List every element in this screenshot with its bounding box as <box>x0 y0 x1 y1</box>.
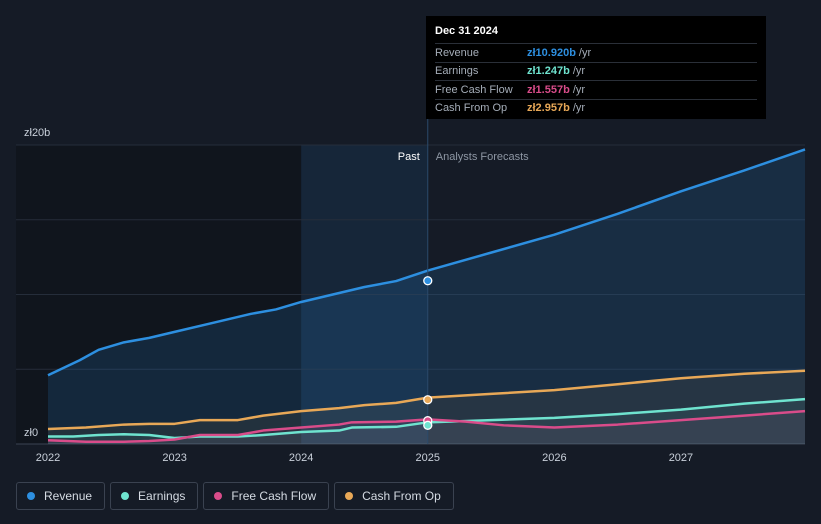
y-axis-bottom-label: zł0 <box>24 427 38 439</box>
x-tick-label: 2027 <box>669 452 693 464</box>
tooltip-label: Earnings <box>435 65 479 78</box>
tooltip-row-free-cash-flow: Free Cash Flow zł1.557b /yr <box>435 80 757 99</box>
marker-revenue <box>423 276 433 286</box>
x-tick-label: 2022 <box>36 452 60 464</box>
forecast-label: Analysts Forecasts <box>436 151 529 163</box>
tooltip-label: Revenue <box>435 46 480 59</box>
tooltip-label: Free Cash Flow <box>435 83 513 96</box>
y-axis-top-label: zł20b <box>24 127 50 139</box>
legend: Revenue Earnings Free Cash Flow Cash Fro… <box>16 482 459 510</box>
area-earnings <box>48 399 805 444</box>
tooltip-label: Cash From Op <box>435 102 508 115</box>
x-tick-label: 2026 <box>542 452 566 464</box>
tooltip: Dec 31 2024 Revenue zł10.920b /yr Earnin… <box>426 16 766 119</box>
marker-earnings <box>423 420 433 430</box>
area-revenue <box>48 149 805 445</box>
legend-item-cash-from-op[interactable]: Cash From Op <box>334 482 454 510</box>
series-markers[interactable] <box>423 276 433 430</box>
legend-dot-icon <box>214 492 223 500</box>
legend-dot-icon <box>27 492 35 500</box>
legend-label: Earnings <box>138 489 186 503</box>
legend-item-free-cash-flow[interactable]: Free Cash Flow <box>203 482 330 510</box>
legend-label: Cash From Op <box>362 489 441 503</box>
line-earnings <box>48 397 806 440</box>
tooltip-value: zł1.247b <box>527 65 570 78</box>
x-tick-label: 2024 <box>289 452 313 464</box>
legend-item-revenue[interactable]: Revenue <box>16 482 106 510</box>
tooltip-value: zł2.957b <box>527 102 570 115</box>
legend-dot-icon <box>345 492 354 500</box>
tooltip-row-earnings: Earnings zł1.247b /yr <box>435 61 757 81</box>
line-free-cash-flow <box>47 409 806 444</box>
past-label: Past <box>398 151 420 163</box>
tooltip-row-cash-from-op: Cash From Op zł2.957b /yr <box>435 98 757 118</box>
marker-cash-from-op <box>423 395 433 405</box>
tooltip-value: zł1.557b <box>527 83 570 96</box>
line-revenue <box>47 148 806 377</box>
gridlines <box>16 144 805 445</box>
line-cash-from-op <box>47 369 806 431</box>
tooltip-unit: /yr <box>572 102 586 115</box>
tooltip-row-revenue: Revenue zł10.920b /yr <box>435 43 757 62</box>
tooltip-date: Dec 31 2024 <box>435 25 498 37</box>
tooltip-value: zł10.920b <box>527 46 576 59</box>
tooltip-unit: /yr <box>572 65 586 78</box>
legend-dot-icon <box>121 492 130 500</box>
series-lines <box>47 148 806 444</box>
x-axis-ticks: 2022 2023 2024 2025 2026 2027 <box>36 452 693 464</box>
tooltip-unit: /yr <box>572 83 586 96</box>
legend-item-earnings[interactable]: Earnings <box>110 482 199 510</box>
x-tick-label: 2025 <box>416 452 440 464</box>
legend-label: Revenue <box>44 489 93 503</box>
tooltip-unit: /yr <box>578 46 592 59</box>
x-tick-label: 2023 <box>162 452 186 464</box>
legend-label: Free Cash Flow <box>231 489 317 503</box>
